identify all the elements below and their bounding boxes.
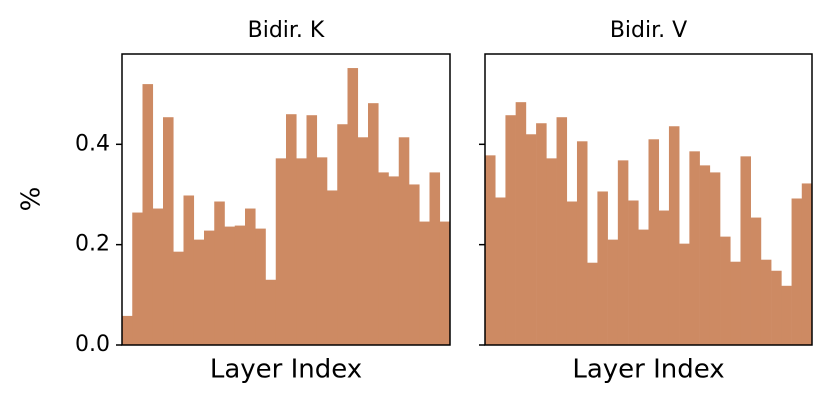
bar bbox=[658, 210, 670, 345]
bar bbox=[378, 172, 389, 345]
bar bbox=[357, 137, 369, 345]
bar bbox=[122, 315, 133, 345]
bar bbox=[638, 229, 649, 345]
bar bbox=[275, 158, 287, 345]
bar bbox=[679, 243, 690, 345]
bar bbox=[607, 239, 619, 345]
bar bbox=[306, 115, 318, 345]
plot-frame bbox=[121, 53, 451, 346]
bar bbox=[296, 158, 307, 345]
bar bbox=[628, 200, 639, 345]
bar bbox=[429, 172, 441, 345]
x-axis-label: Layer Index bbox=[210, 355, 362, 385]
y-tick-label: 0.0 bbox=[75, 332, 110, 357]
bar bbox=[368, 103, 379, 345]
bar bbox=[245, 208, 256, 345]
bar bbox=[781, 285, 792, 345]
bar bbox=[439, 221, 451, 345]
bar bbox=[398, 137, 410, 345]
bar bbox=[525, 134, 537, 345]
bar bbox=[566, 201, 578, 345]
bar bbox=[337, 124, 348, 345]
bar bbox=[597, 191, 608, 345]
bar bbox=[173, 251, 184, 345]
bar bbox=[556, 117, 568, 345]
bar bbox=[709, 172, 721, 345]
bar bbox=[224, 226, 236, 345]
bar bbox=[730, 261, 741, 345]
bar bbox=[750, 217, 762, 345]
bar bbox=[515, 102, 527, 345]
bar bbox=[316, 157, 328, 345]
bar bbox=[495, 197, 506, 345]
plot-frame bbox=[484, 53, 813, 346]
bar bbox=[485, 155, 496, 345]
bar bbox=[152, 208, 164, 345]
bar bbox=[204, 230, 215, 345]
bar bbox=[327, 190, 338, 345]
y-tick-label: 0.2 bbox=[75, 232, 110, 257]
y-tick-label: 0.4 bbox=[75, 131, 110, 156]
bar bbox=[536, 123, 547, 345]
x-axis-label: Layer Index bbox=[572, 355, 724, 385]
bar bbox=[505, 115, 516, 345]
bar bbox=[234, 225, 246, 345]
bar bbox=[142, 84, 154, 345]
bar bbox=[286, 114, 297, 345]
bar bbox=[347, 68, 359, 345]
bar bbox=[214, 201, 225, 345]
bar bbox=[648, 139, 660, 345]
bar bbox=[801, 183, 813, 345]
chart-title: Bidir. K bbox=[248, 18, 325, 43]
bar bbox=[255, 228, 266, 345]
bar bbox=[576, 141, 588, 345]
bar bbox=[689, 151, 700, 345]
bar bbox=[699, 165, 711, 345]
bar bbox=[419, 221, 430, 345]
bar bbox=[617, 160, 629, 345]
bar bbox=[740, 156, 751, 345]
bar bbox=[193, 239, 205, 345]
bar bbox=[771, 270, 782, 345]
bar bbox=[163, 117, 174, 345]
bar bbox=[668, 126, 680, 345]
bar bbox=[587, 262, 598, 345]
y-axis-label: % bbox=[17, 187, 47, 212]
bar bbox=[183, 195, 195, 345]
bar bbox=[720, 236, 731, 345]
bar bbox=[388, 176, 400, 345]
bar bbox=[132, 212, 143, 345]
bar bbox=[760, 259, 772, 345]
bar bbox=[546, 158, 557, 345]
chart-title: Bidir. V bbox=[610, 18, 687, 43]
bar bbox=[409, 184, 420, 345]
bar bbox=[265, 279, 277, 345]
bar bbox=[791, 198, 803, 345]
